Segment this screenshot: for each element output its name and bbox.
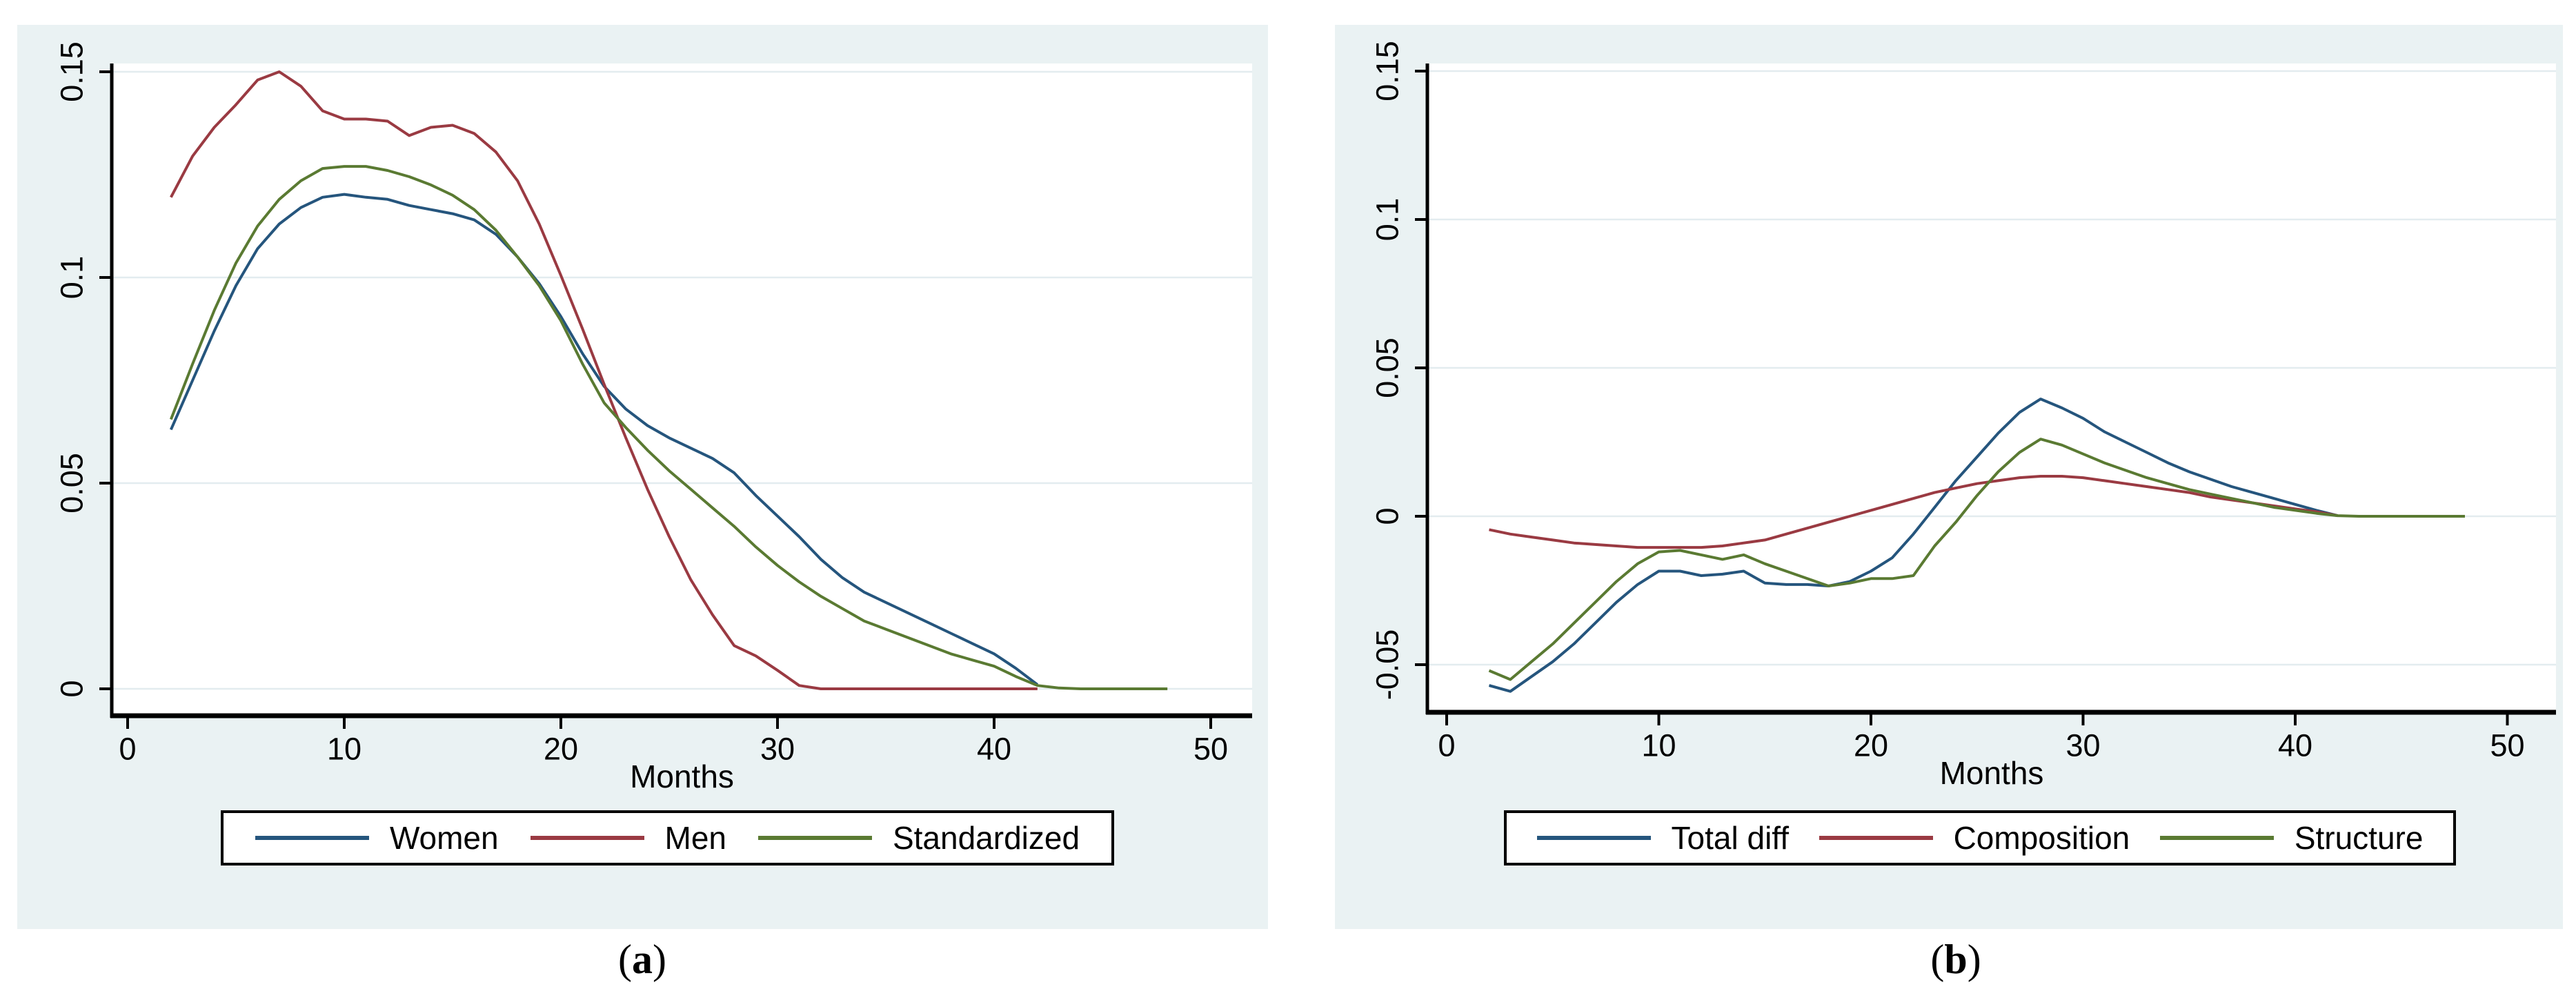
legend-label-structure: Structure [2294, 820, 2424, 856]
x-axis-title: Months [630, 759, 734, 794]
chart-panel-b: -0.05 0 0.05 0.1 0.15 0 10 20 30 40 50 Months Total… [1335, 25, 2563, 929]
x-tick-label: 20 [544, 732, 578, 767]
legend-item-women: Women [255, 819, 499, 857]
legend-item-structure: Structure [2159, 819, 2424, 857]
legend-a: Women Men Standardized [221, 810, 1114, 866]
caption-b: (b) [1930, 937, 1981, 982]
x-tick-label: 50 [1193, 732, 1228, 767]
composition-line-sample [1819, 836, 1933, 840]
series-line-men [170, 70, 1038, 690]
x-tick-label: 40 [2278, 728, 2312, 763]
x-axis-title: Months [1940, 755, 2044, 791]
x-tick-label: 30 [2065, 728, 2100, 763]
legend-item-standardized: Standardized [757, 819, 1080, 857]
series-line-standardized [169, 165, 1168, 690]
series-line-composition [1489, 475, 2338, 549]
x-tick-label: 0 [1438, 728, 1455, 763]
x-tick-label: 40 [977, 732, 1011, 767]
legend-item-total-diff: Total diff [1536, 819, 1790, 857]
y-tick-label: 0.05 [1370, 338, 1405, 398]
plot-region [112, 63, 1252, 716]
series-line-total-diff [1488, 398, 2338, 693]
men-line-sample [530, 836, 644, 840]
legend-item-composition: Composition [1819, 819, 2130, 857]
y-tick-label: -0.05 [1370, 629, 1405, 701]
y-tick-label: 0 [55, 680, 90, 697]
legend-label-women: Women [389, 820, 499, 856]
legend-label-standardized: Standardized [892, 820, 1080, 856]
x-tick-label: 20 [1854, 728, 1888, 763]
y-tick-label: 0.15 [1370, 41, 1405, 101]
plot-area-a: 0 0.05 0.1 0.15 0 10 20 30 40 50 Months [55, 41, 1252, 794]
plot-area-b: -0.05 0 0.05 0.1 0.15 0 10 20 30 40 50 Months [1370, 41, 2556, 791]
y-tick-label: 0.1 [55, 256, 90, 300]
x-tick-label: 10 [327, 732, 361, 767]
y-tick-label: 0.15 [55, 41, 90, 102]
x-tick-label: 30 [760, 732, 795, 767]
caption-a: (a) [618, 937, 666, 982]
series-line-structure [1488, 438, 2465, 681]
legend-item-men: Men [530, 819, 727, 857]
women-line-sample [255, 836, 369, 840]
x-tick-label: 50 [2490, 728, 2524, 763]
y-tick-label: 0.05 [55, 453, 90, 514]
plot-region [1427, 63, 2556, 712]
x-tick-label: 10 [1641, 728, 1676, 763]
legend-label-composition: Composition [1953, 820, 2130, 856]
legend-label-total-diff: Total diff [1671, 820, 1790, 856]
y-tick-label: 0 [1370, 507, 1405, 525]
legend-b: Total diff Composition Structure [1504, 810, 2456, 866]
structure-line-sample [2159, 836, 2274, 840]
y-tick-label: 0.1 [1370, 198, 1405, 242]
standardized-line-sample [757, 836, 872, 840]
chart-panel-a: 0 0.05 0.1 0.15 0 10 20 30 40 50 Months Women Men … [17, 25, 1268, 929]
x-tick-label: 0 [119, 732, 136, 767]
legend-label-men: Men [664, 820, 727, 856]
total-diff-line-sample [1536, 836, 1651, 840]
